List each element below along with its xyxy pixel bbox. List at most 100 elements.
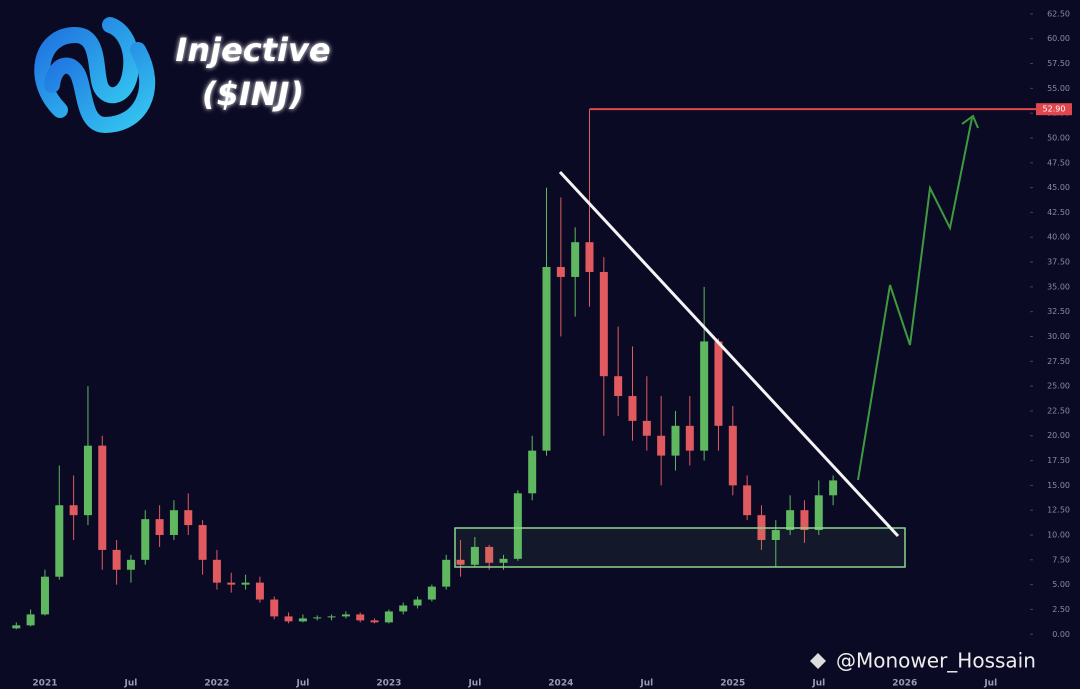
candle-body	[141, 519, 150, 560]
candle-body	[499, 558, 508, 563]
candle-body	[542, 267, 551, 451]
candle-body	[399, 605, 408, 612]
candle-body	[528, 450, 537, 494]
logo	[34, 17, 156, 134]
candle-body	[714, 341, 723, 426]
candle-body	[69, 505, 78, 516]
y-tick-label: 20.00	[1047, 431, 1070, 440]
projection-arrowhead	[961, 114, 979, 129]
candle-body	[800, 510, 809, 531]
candle-body	[614, 376, 623, 397]
candle-body	[571, 242, 580, 277]
y-tick-label: 62.50	[1047, 9, 1070, 18]
candle-body	[485, 546, 494, 563]
projection-arrow	[857, 117, 973, 481]
candle-body	[55, 505, 64, 577]
candle-body	[212, 559, 221, 583]
x-tick-label: 2023	[376, 679, 401, 689]
candle-body	[413, 599, 422, 606]
x-tick-label: Jul	[811, 679, 825, 689]
y-tick-label: 32.50	[1047, 307, 1070, 316]
candle-body	[442, 559, 451, 587]
candle-body	[169, 510, 178, 536]
y-tick-label: 45.00	[1047, 183, 1070, 192]
candle-body	[198, 525, 207, 560]
candle-body	[370, 620, 379, 623]
price-level-box	[1036, 103, 1072, 116]
x-tick-label: Jul	[295, 679, 309, 689]
candle-body	[728, 425, 737, 486]
candle-body	[829, 480, 838, 496]
support-zone	[454, 527, 906, 568]
y-tick-label: 15.00	[1047, 481, 1070, 490]
candle-body	[628, 396, 637, 421]
y-tick-label: 60.00	[1047, 34, 1070, 43]
y-tick-label: 0.00	[1052, 630, 1070, 639]
candle-body	[786, 510, 795, 531]
candle-body	[556, 267, 565, 277]
y-tick-label: 17.50	[1047, 456, 1070, 465]
y-tick-label: 40.00	[1047, 233, 1070, 242]
candle-body	[255, 582, 264, 600]
candle-body	[284, 616, 293, 622]
y-tick-label: 10.00	[1047, 531, 1070, 540]
y-tick-label: 35.00	[1047, 282, 1070, 291]
y-tick-label: 30.00	[1047, 332, 1070, 341]
y-tick-label: 42.50	[1047, 208, 1070, 217]
candle-body	[384, 611, 393, 623]
candle-body	[270, 599, 279, 617]
x-tick-label: Jul	[467, 679, 481, 689]
candle-body	[227, 582, 236, 585]
y-tick-label: 12.50	[1047, 506, 1070, 515]
candle-body	[671, 425, 680, 456]
price-level-label: 52.90	[1043, 105, 1066, 114]
candle-body	[12, 625, 21, 629]
y-tick-label: 2.50	[1052, 605, 1070, 614]
candle-body	[83, 445, 92, 516]
y-tick-label: 27.50	[1047, 357, 1070, 366]
y-tick-label: 55.00	[1047, 84, 1070, 93]
y-tick-label: 37.50	[1047, 258, 1070, 267]
y-tick-label: 57.50	[1047, 59, 1070, 68]
candle-body	[327, 616, 336, 618]
chart-subtitle: ($INJ)	[202, 75, 304, 113]
plot	[12, 108, 1036, 630]
x-tick-label: Jul	[124, 679, 138, 689]
candle-body	[98, 445, 107, 550]
x-tick-label: Jul	[983, 679, 997, 689]
x-tick-label: Jul	[639, 679, 653, 689]
candle-body	[599, 271, 608, 377]
candle-body	[513, 493, 522, 559]
x-tick-label: 2024	[548, 679, 573, 689]
candle-body	[241, 582, 250, 585]
watermark-text: @Monower_Hossain	[836, 649, 1036, 673]
trendline	[558, 170, 900, 538]
y-tick-label: 22.50	[1047, 406, 1070, 415]
candle-body	[26, 614, 35, 626]
x-tick-label: 2025	[720, 679, 745, 689]
chart-title: Injective	[175, 31, 330, 69]
candle-body	[126, 559, 135, 570]
candle-body	[427, 586, 436, 600]
x-tick-label: 2022	[204, 679, 229, 689]
candle-body	[40, 576, 49, 615]
candle-body	[814, 495, 823, 531]
x-tick-label: 2026	[892, 679, 917, 689]
watermark: @Monower_Hossain	[810, 649, 1036, 673]
x-tick-label: 2021	[32, 679, 57, 689]
candle-body	[642, 420, 651, 436]
candle-body	[456, 559, 465, 565]
candle-body	[657, 435, 666, 456]
candle-body	[685, 425, 694, 451]
y-tick-label: 7.50	[1052, 555, 1070, 564]
candle-body	[470, 546, 479, 565]
candle-body	[356, 614, 365, 621]
candle-body	[743, 485, 752, 516]
y-tick-label: 25.00	[1047, 382, 1070, 391]
candle-body	[298, 618, 307, 622]
candle-body	[585, 242, 594, 272]
y-axis: 0.00 2.50 5.00 7.50 10.00 12.50 15.00 17.50 20.0…	[32, 9, 1072, 689]
y-tick-label: 5.00	[1052, 580, 1070, 589]
